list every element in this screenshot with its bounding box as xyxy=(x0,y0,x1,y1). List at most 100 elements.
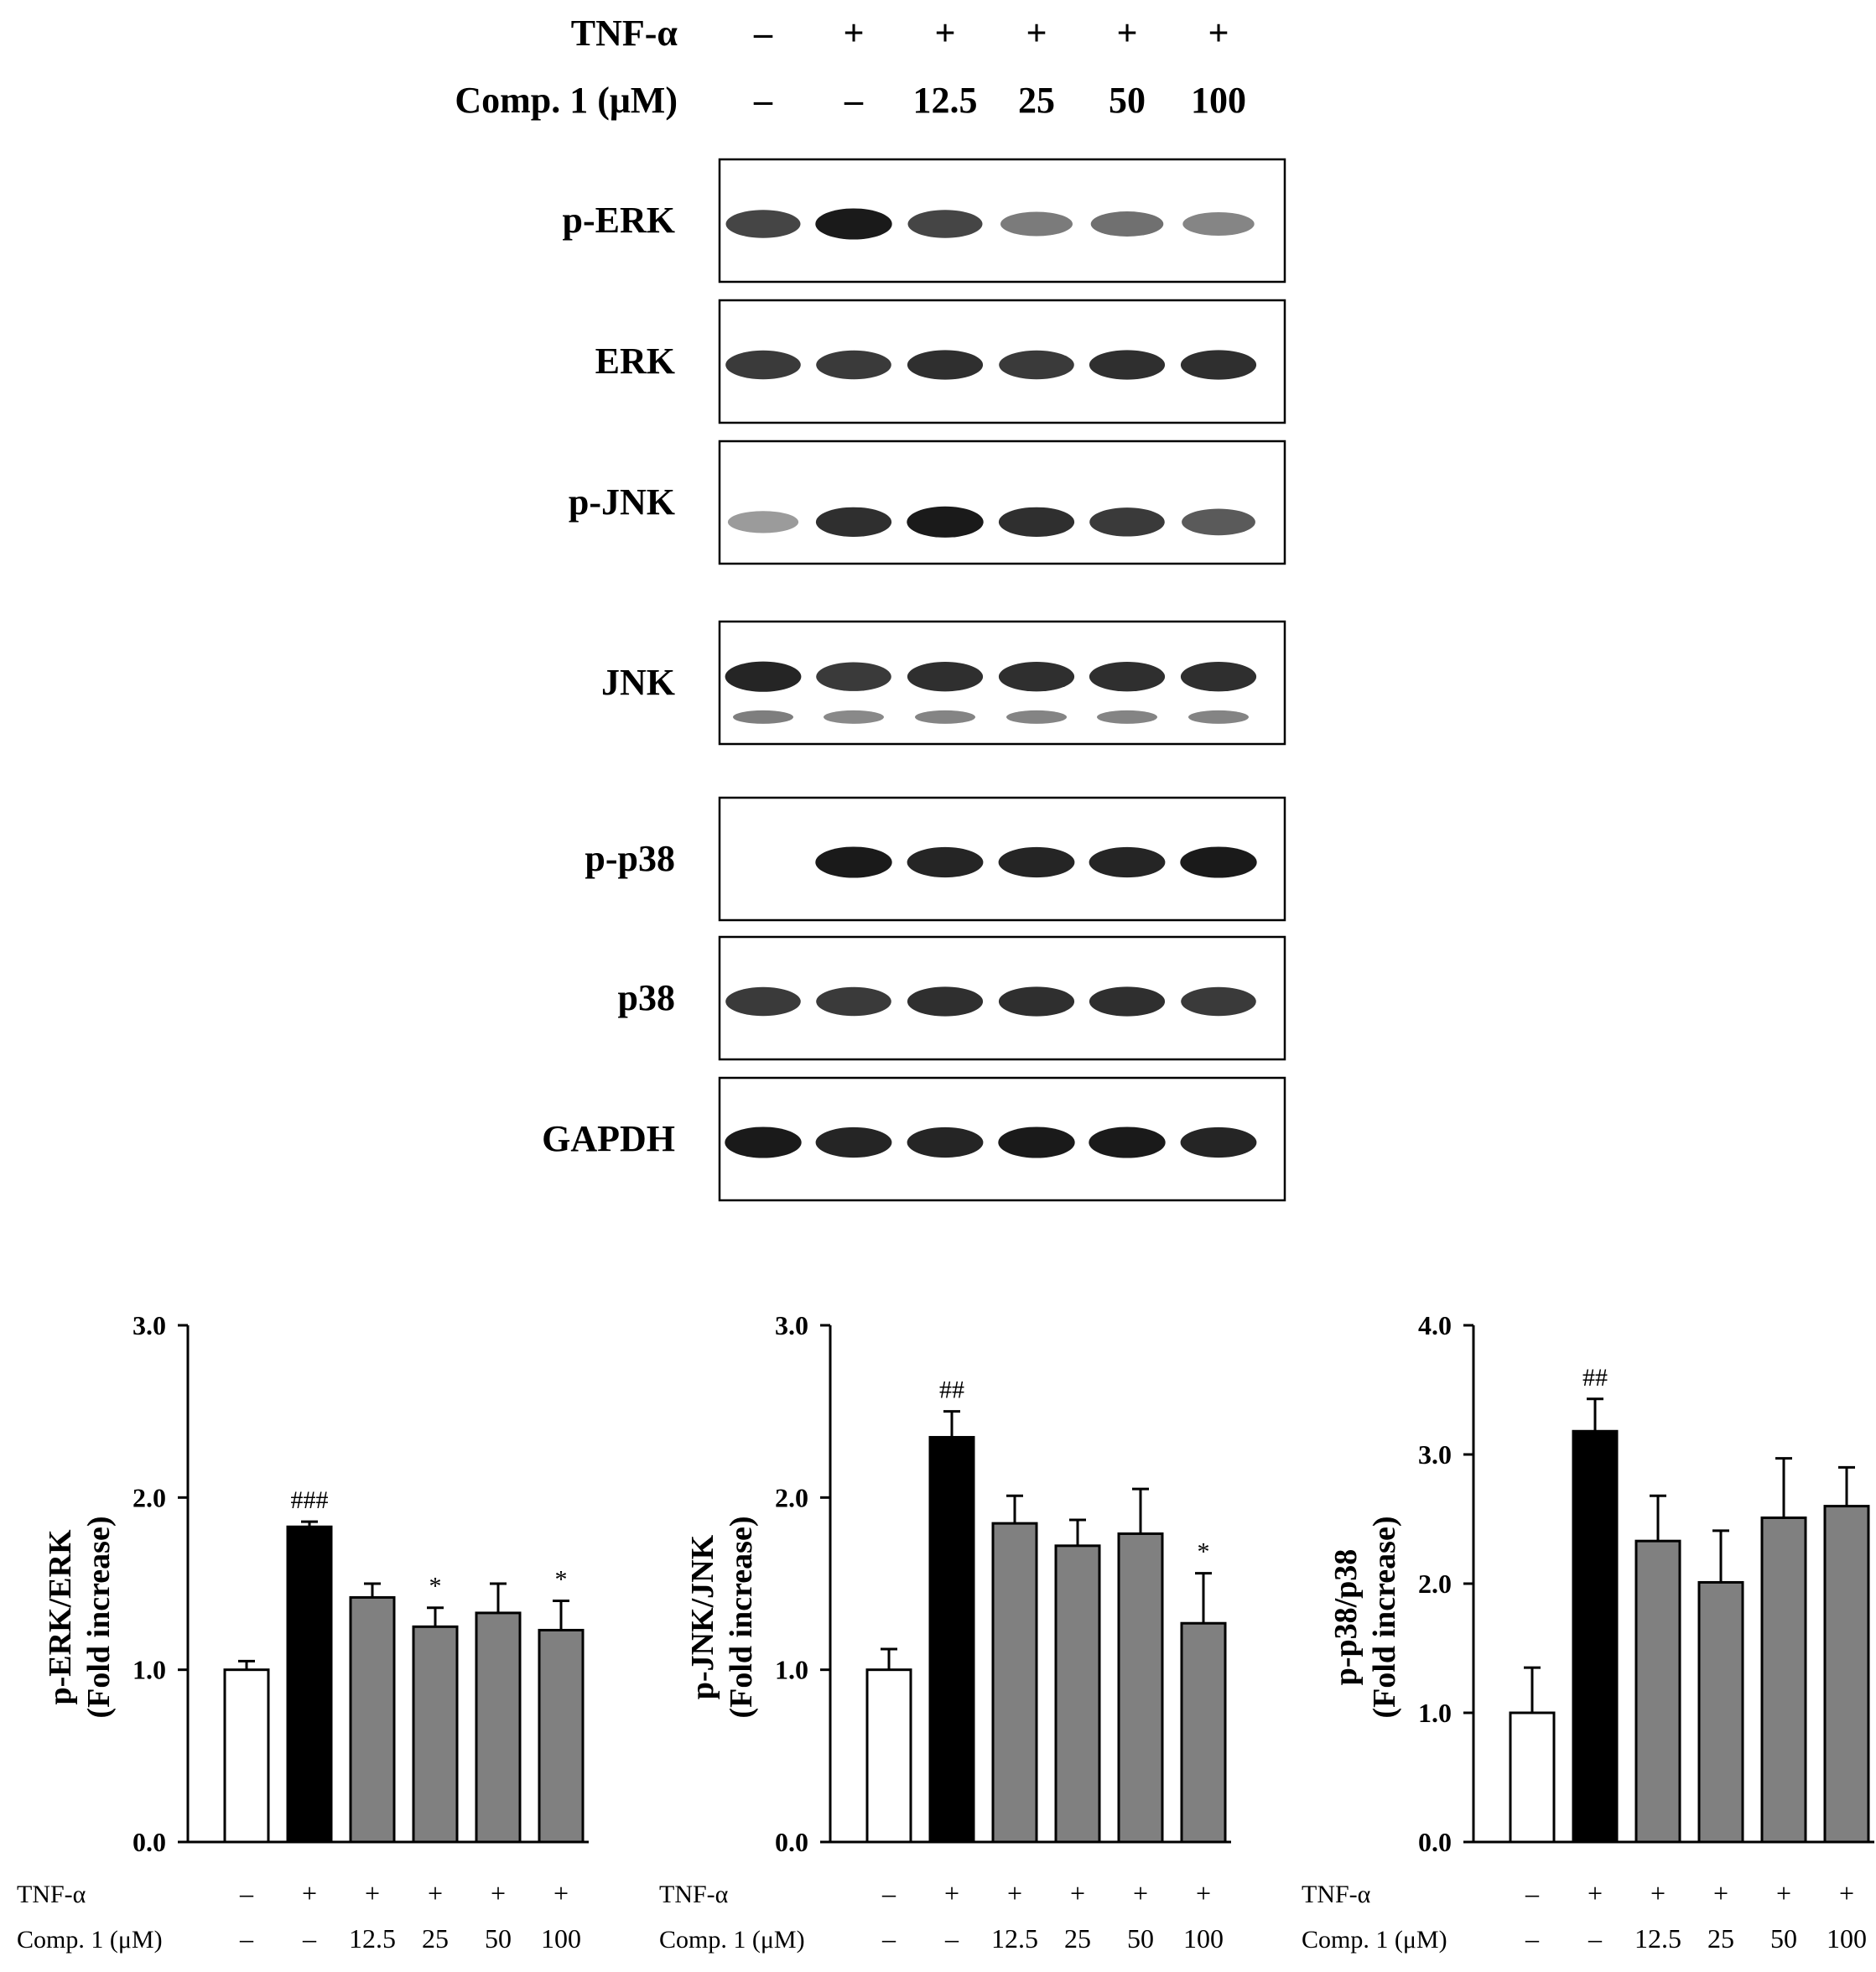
western-blot-panel: p-ERK ERK p-JNK JNK p-p38 p38 GAPDH xyxy=(542,158,1286,1202)
blot-label: p38 xyxy=(618,977,675,1018)
tnf-row-value: + xyxy=(1196,1878,1211,1908)
tnf-row-value: – xyxy=(881,1878,896,1908)
blot-band xyxy=(907,1126,984,1158)
y-axis-label: p-ERK/ERK xyxy=(43,1529,78,1704)
blot-band xyxy=(725,350,801,380)
y-tick-label: 0.0 xyxy=(775,1827,808,1857)
blot-row-p-erk: p-ERK xyxy=(563,158,1286,284)
comp-header-value: – xyxy=(753,80,773,121)
y-tick-label: 1.0 xyxy=(1418,1698,1452,1728)
blot-band-lower xyxy=(1097,710,1157,724)
y-tick-label: 3.0 xyxy=(775,1310,808,1340)
comp-row-value: 100 xyxy=(1183,1923,1224,1954)
comp-row-value: 12.5 xyxy=(349,1923,396,1954)
blot-label: p-p38 xyxy=(585,838,675,879)
bar xyxy=(286,1525,333,1844)
comp-row-value: 50 xyxy=(1770,1923,1797,1954)
blot-row-jnk: JNK xyxy=(601,620,1286,746)
tnf-row-value: + xyxy=(1650,1878,1666,1908)
bar xyxy=(1180,1621,1227,1844)
comp-row-value: 100 xyxy=(1827,1923,1867,1954)
blot-band xyxy=(907,846,984,878)
blot-row-gapdh: GAPDH xyxy=(542,1076,1286,1202)
tnf-row-value: + xyxy=(944,1878,959,1908)
tnf-row-value: + xyxy=(553,1878,569,1908)
blot-band xyxy=(998,662,1075,692)
blot-band xyxy=(998,507,1075,538)
blot-band xyxy=(1182,508,1255,536)
tnf-header-value: + xyxy=(1208,13,1229,54)
blot-band-lower xyxy=(824,710,884,724)
blot-band xyxy=(907,350,984,380)
y-tick-label: 3.0 xyxy=(133,1310,166,1340)
chart-2: 0.0 1.0 2.0 3.0 p-JNK/JNK (Fold increase) – – ##… xyxy=(659,1310,1231,1954)
comp-header-value: 25 xyxy=(1018,80,1055,121)
y-tick-label: 0.0 xyxy=(133,1827,166,1857)
tnf-row-label: TNF-α xyxy=(1302,1881,1371,1908)
blot-label: GAPDH xyxy=(542,1118,675,1159)
tnf-row-value: + xyxy=(1713,1878,1728,1908)
comp-header-value: – xyxy=(844,80,864,121)
blot-row-p38: p38 xyxy=(618,935,1286,1061)
tnf-row-value: + xyxy=(1070,1878,1085,1908)
comp-row-label: Comp. 1 (μM) xyxy=(659,1926,805,1954)
comp-row-value: 12.5 xyxy=(1634,1923,1681,1954)
y-axis-label-unit: (Fold increase) xyxy=(81,1517,117,1719)
comp-row-value: 25 xyxy=(1707,1923,1734,1954)
y-tick-label: 3.0 xyxy=(1418,1439,1452,1470)
significance-mark: ### xyxy=(291,1486,329,1514)
blot-band xyxy=(1089,350,1166,380)
blot-band xyxy=(1089,846,1166,878)
tnf-row-label: TNF-α xyxy=(659,1881,729,1908)
bar xyxy=(349,1595,396,1844)
tnf-header-value: – xyxy=(753,13,773,54)
tnf-row-value: – xyxy=(1525,1878,1540,1908)
blot-band xyxy=(816,662,891,691)
significance-mark: * xyxy=(1198,1538,1210,1566)
blot-band xyxy=(816,350,891,380)
blot-band xyxy=(907,506,984,538)
bar xyxy=(1634,1539,1681,1844)
blot-row-erk: ERK xyxy=(595,299,1286,424)
blot-band xyxy=(1089,662,1166,692)
blot-label: ERK xyxy=(595,341,675,382)
bar xyxy=(1823,1505,1870,1844)
blot-band xyxy=(1180,662,1257,692)
tnf-header-value: + xyxy=(843,13,864,54)
tnf-row-value: + xyxy=(1776,1878,1791,1908)
blot-band xyxy=(1089,986,1166,1017)
tnf-row-value: + xyxy=(428,1878,443,1908)
y-axis-label-unit: (Fold increase) xyxy=(1367,1517,1402,1719)
comp-row-value: 12.5 xyxy=(991,1923,1038,1954)
blot-band xyxy=(1180,1126,1257,1158)
blot-band xyxy=(725,1126,802,1158)
blot-row-p-jnk: p-JNK xyxy=(569,440,1286,565)
significance-mark: * xyxy=(429,1573,442,1600)
tnf-header-value: + xyxy=(1026,13,1047,54)
y-tick-label: 2.0 xyxy=(1418,1569,1452,1599)
bar-charts: 0.01.02.03.0p-ERK/ERK (Fold increase)––##… xyxy=(17,1310,1874,1954)
comp-header-label: Comp. 1 (μM) xyxy=(455,80,678,121)
blot-band xyxy=(1180,350,1257,380)
tnf-row-value: + xyxy=(491,1878,506,1908)
blot-band xyxy=(1000,211,1073,237)
blot-band xyxy=(815,846,892,878)
bar xyxy=(1054,1544,1101,1844)
blot-row-p-p38: p-p38 xyxy=(585,796,1286,922)
comp-row-value: – xyxy=(239,1923,254,1954)
blot-frame xyxy=(718,440,1286,565)
tnf-row-value: + xyxy=(365,1878,380,1908)
comp-row-value: 50 xyxy=(485,1923,512,1954)
comp-row-value: – xyxy=(1588,1923,1603,1954)
blot-band xyxy=(1089,507,1165,537)
blot-band xyxy=(907,662,984,692)
bar xyxy=(223,1668,270,1844)
tnf-header-value: + xyxy=(1116,13,1137,54)
blot-band xyxy=(1090,211,1164,237)
blot-band xyxy=(1180,846,1257,878)
blot-header: TNF-α Comp. 1 (μM) – + + + + + – – 12.5 25 50 100 xyxy=(455,13,1246,121)
y-tick-label: 1.0 xyxy=(775,1655,808,1685)
blot-band xyxy=(998,1126,1075,1158)
comp-row-label: Comp. 1 (μM) xyxy=(17,1926,163,1954)
